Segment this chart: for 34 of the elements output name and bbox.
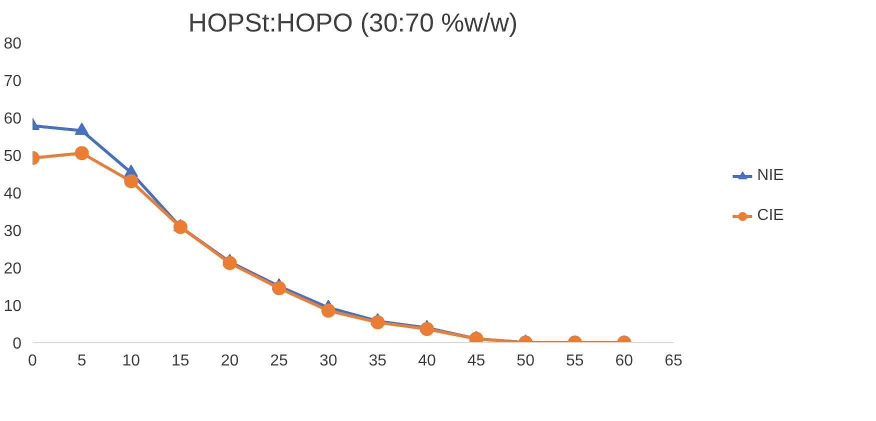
y-tick-label: 60 [4,110,22,128]
point [272,281,286,296]
point [420,322,434,336]
point [321,304,336,318]
chart-title: HOPSt:HOPO (30:70 %w/w) [188,8,518,38]
point [124,174,138,188]
x-tick-label: 10 [122,352,140,370]
point [74,146,89,160]
point [370,315,385,330]
y-tick-label: 30 [4,223,22,240]
x-tick-label: 25 [270,352,288,370]
legend-label: NIE [757,167,784,185]
x-tick-label: 35 [368,352,387,370]
x-tick-label: 30 [319,352,338,370]
y-tick-label: 0 [12,336,22,352]
x-tick-label: 40 [418,352,436,370]
y-tick-label: 40 [4,186,22,202]
y-tick-label: 50 [4,148,22,165]
x-tick-label: 45 [467,352,486,370]
point [222,256,237,270]
x-tick-label: 50 [516,352,535,370]
y-tick-label: 10 [4,298,22,315]
y-tick-label: 70 [4,73,22,90]
x-tick-label: 20 [220,352,239,370]
x-tick-label: 65 [664,352,682,370]
x-tick-label: 0 [28,352,38,370]
x-tick-label: 60 [615,352,634,370]
point [173,220,188,234]
x-tick-label: 5 [77,352,86,370]
y-tick-label: 20 [4,260,22,278]
legend-label: CIE [757,207,784,225]
x-tick-label: 15 [172,352,190,370]
y-tick-label: 80 [4,36,22,52]
x-tick-label: 55 [566,352,584,370]
